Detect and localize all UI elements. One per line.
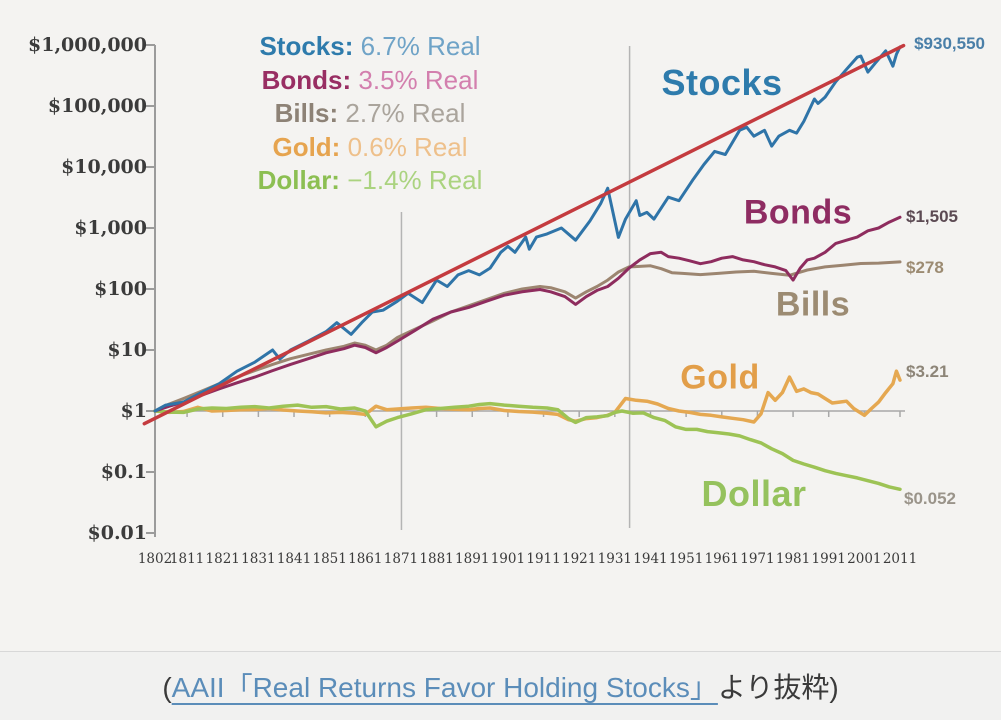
y-axis-label: $0.1 xyxy=(100,461,147,483)
legend-row: Gold: 0.6% Real xyxy=(210,131,530,165)
x-axis-year-label: 1951 xyxy=(668,551,704,567)
legend-series-name: Bills: xyxy=(274,98,346,128)
y-axis-label: $1 xyxy=(120,400,147,422)
legend-series-value: 2.7% Real xyxy=(345,98,466,128)
y-axis-label: $100 xyxy=(94,278,147,300)
end-value-label-stocks: $930,550 xyxy=(914,34,985,53)
end-value-label-dollar: $0.052 xyxy=(904,489,956,508)
series-line-gold xyxy=(153,369,902,424)
legend-row: Bills: 2.7% Real xyxy=(210,97,530,131)
x-axis-year-label: 1981 xyxy=(775,551,811,567)
source-caption: (AAII「Real Returns Favor Holding Stocks」… xyxy=(162,666,838,706)
legend-series-value: 3.5% Real xyxy=(358,64,479,95)
x-axis-year-label: 1861 xyxy=(348,551,383,567)
x-axis-year-label: 1961 xyxy=(704,551,739,567)
x-axis-year-label: 1991 xyxy=(811,551,846,567)
legend-series-value: −1.4% Real xyxy=(347,165,483,195)
x-axis-year-label: 1841 xyxy=(276,551,312,567)
end-value-label-bonds: $1,505 xyxy=(906,207,958,226)
y-axis-label: $0.01 xyxy=(87,522,148,544)
x-axis-year-label: 1871 xyxy=(383,551,419,567)
legend-series-name: Gold: xyxy=(272,131,348,162)
x-axis-year-label: 1931 xyxy=(597,551,633,567)
x-axis-year-label: 1921 xyxy=(561,551,597,567)
caption-suffix: より抜粋) xyxy=(717,672,839,703)
y-axis-label: $10 xyxy=(107,339,147,361)
legend-row: Bonds: 3.5% Real xyxy=(210,64,530,98)
series-label-stocks: Stocks xyxy=(661,62,783,103)
stocks-trend-line xyxy=(142,43,906,426)
x-axis-year-label: 1821 xyxy=(205,551,240,567)
series-label-gold: Gold xyxy=(680,358,760,397)
legend-row: Stocks: 6.7% Real xyxy=(210,30,530,64)
series-label-dollar: Dollar xyxy=(701,473,807,514)
legend-row: Dollar: −1.4% Real xyxy=(210,164,530,198)
x-axis-year-label: 1891 xyxy=(455,551,490,567)
x-axis-year-label: 1901 xyxy=(490,551,526,567)
series-line-bills xyxy=(153,260,902,413)
series-label-bills: Bills xyxy=(775,285,851,324)
end-value-label-gold: $3.21 xyxy=(906,362,949,381)
x-axis-year-label: 1831 xyxy=(241,551,276,567)
y-axis-label: $10,000 xyxy=(61,156,147,178)
legend-series-value: 0.6% Real xyxy=(347,131,468,162)
x-axis-year-label: 1881 xyxy=(419,551,454,567)
legend-series-name: Dollar: xyxy=(257,165,348,195)
series-line-bonds xyxy=(153,215,902,413)
x-axis-year-label: 1971 xyxy=(740,551,775,567)
end-value-label-bills: $278 xyxy=(906,258,944,277)
series-line-dollar xyxy=(153,401,902,492)
y-axis-label: $1,000,000 xyxy=(28,34,147,56)
x-axis-year-label: 2001 xyxy=(847,551,882,567)
source-link[interactable]: AAII「Real Returns Favor Holding Stocks」 xyxy=(171,672,718,703)
caption-area: (AAII「Real Returns Favor Holding Stocks」… xyxy=(0,652,1001,720)
y-axis-label: $1,000 xyxy=(74,217,147,239)
x-axis-year-label: 1802 xyxy=(137,551,173,567)
chart-legend: Stocks: 6.7% Real Bonds: 3.5% Real Bills: … xyxy=(210,30,530,198)
chart-plot xyxy=(142,43,906,537)
x-axis-year-label: 1811 xyxy=(169,551,205,567)
series-line-stocks xyxy=(153,45,902,413)
series-label-bonds: Bonds xyxy=(743,193,853,232)
legend-series-value: 6.7% Real xyxy=(360,31,481,61)
real-returns-chart-figure: $1,000,000 $100,000 $10,000 $1,000 $100 $10 $1… xyxy=(0,30,1001,652)
legend-series-name: Stocks: xyxy=(259,31,361,61)
caption-prefix: ( xyxy=(162,672,172,703)
x-axis-year-label: 1911 xyxy=(526,551,561,567)
x-axis-year-label: 1941 xyxy=(633,551,668,567)
y-axis-label: $100,000 xyxy=(47,95,147,117)
x-axis-year-label: 2011 xyxy=(882,551,918,567)
x-axis-year-label: 1851 xyxy=(312,551,347,567)
legend-series-name: Bonds: xyxy=(261,64,359,95)
